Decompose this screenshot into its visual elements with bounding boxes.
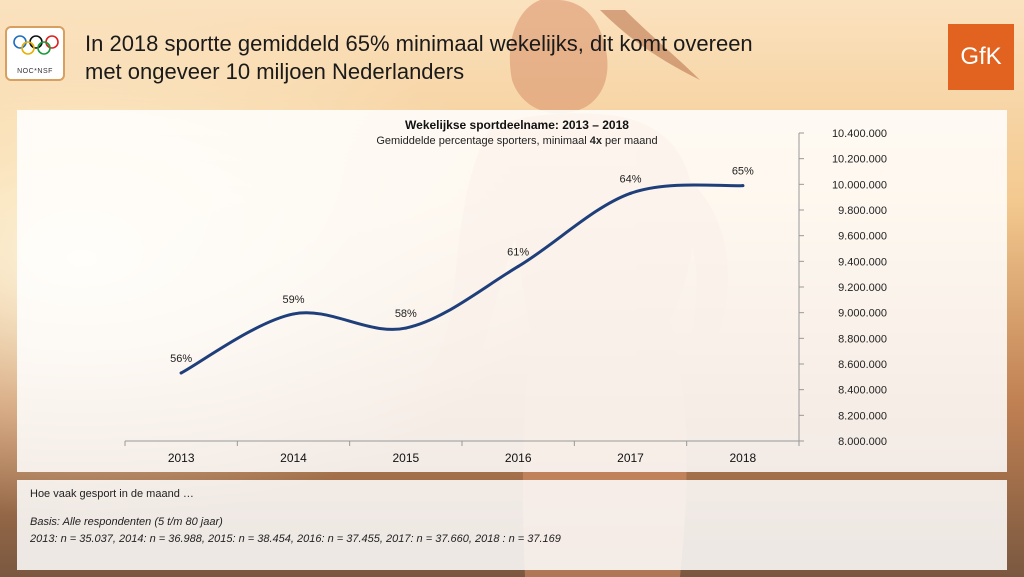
- sample-sizes-note: 2013: n = 35.037, 2014: n = 36.988, 2015…: [30, 533, 561, 545]
- y-tick-label: 8.400.000: [838, 385, 887, 397]
- title-line-1: In 2018 sportte gemiddeld 65% minimaal w…: [85, 31, 753, 56]
- line-chart: Wekelijkse sportdeelname: 2013 – 2018 Gem…: [124, 118, 887, 465]
- data-label: 58%: [395, 308, 417, 320]
- y-tick-label: 10.400.000: [832, 128, 887, 140]
- y-tick-label: 8.800.000: [838, 333, 887, 345]
- gfk-logo: GfK: [948, 24, 1014, 90]
- y-tick-label: 10.200.000: [832, 154, 887, 166]
- data-point: [404, 326, 408, 330]
- data-point: [179, 371, 183, 375]
- data-label: 61%: [507, 246, 529, 258]
- basis-note: Basis: Alle respondenten (5 t/m 80 jaar): [30, 516, 223, 528]
- notes-panel: Hoe vaak gesport in de maand … Basis: Al…: [17, 480, 1007, 570]
- y-tick-label: 9.000.000: [838, 308, 887, 320]
- x-tick-label: 2018: [729, 451, 756, 465]
- x-tick-label: 2015: [392, 451, 419, 465]
- x-tick-label: 2016: [505, 451, 532, 465]
- data-point: [741, 184, 745, 188]
- chart-subtitle: Gemiddelde percentage sporters, minimaal…: [376, 135, 657, 147]
- data-label: 64%: [619, 173, 641, 185]
- data-label: 56%: [170, 353, 192, 365]
- data-label: 65%: [732, 166, 754, 178]
- logo-text: NOC*NSF: [17, 68, 53, 75]
- data-point: [292, 312, 295, 316]
- page-title: In 2018 sportte gemiddeld 65% minimaal w…: [85, 30, 845, 86]
- y-tick-label: 9.400.000: [838, 256, 887, 268]
- y-tick-label: 9.600.000: [838, 231, 887, 243]
- y-tick-label: 9.200.000: [838, 282, 887, 294]
- noc-nsf-logo: NOC*NSF: [5, 26, 65, 81]
- title-line-2: met ongeveer 10 miljoen Nederlanders: [85, 59, 465, 84]
- olympic-rings-icon: [13, 35, 59, 55]
- y-tick-label: 10.000.000: [832, 179, 887, 191]
- chart-title: Wekelijkse sportdeelname: 2013 – 2018: [405, 118, 629, 132]
- y-tick-label: 8.000.000: [838, 436, 887, 448]
- data-label: 59%: [282, 294, 304, 306]
- x-tick-label: 2014: [280, 451, 307, 465]
- data-point: [629, 191, 632, 195]
- survey-question: Hoe vaak gesport in de maand …: [30, 488, 194, 500]
- series-line: [179, 183, 745, 375]
- y-tick-label: 8.200.000: [838, 410, 887, 422]
- x-tick-label: 2017: [617, 451, 644, 465]
- y-tick-label: 9.800.000: [838, 205, 887, 217]
- y-tick-label: 8.600.000: [838, 359, 887, 371]
- chart-panel: Wekelijkse sportdeelname: 2013 – 2018 Gem…: [17, 110, 1007, 472]
- x-tick-label: 2013: [168, 451, 195, 465]
- data-point: [516, 264, 520, 268]
